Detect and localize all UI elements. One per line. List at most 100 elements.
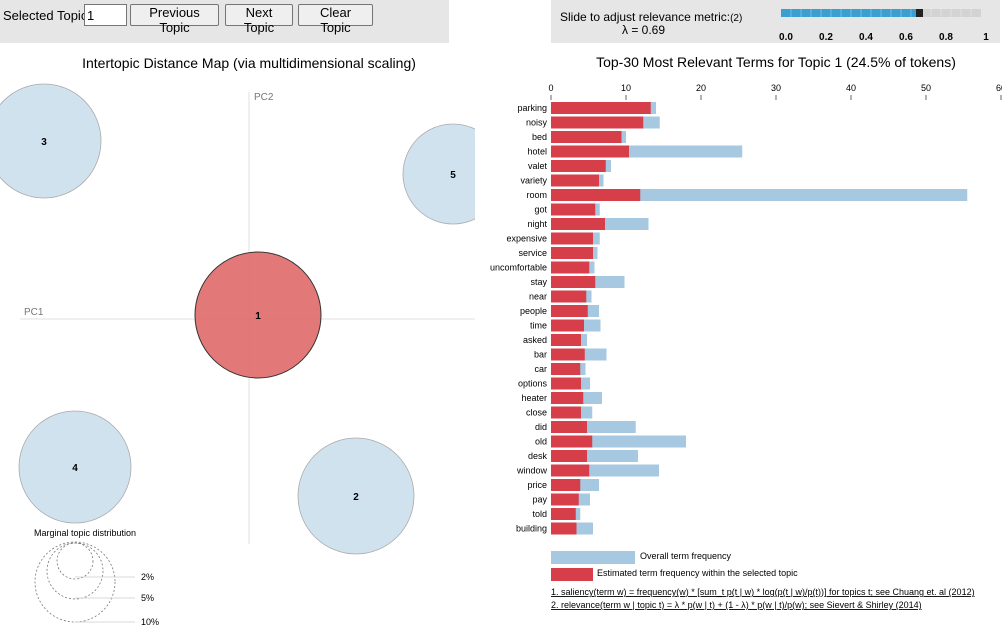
legend-circle-2pct (56, 542, 94, 580)
bar-overall-room[interactable] (551, 189, 968, 201)
term-label-service[interactable]: service (518, 248, 547, 258)
bar-topic-hotel[interactable] (551, 145, 629, 158)
term-label-car[interactable]: car (534, 364, 547, 374)
bar-topic-stay[interactable] (551, 276, 596, 288)
bar-topic-people[interactable] (551, 305, 588, 317)
bars (551, 102, 968, 535)
legend-label-overall: Overall term frequency (640, 551, 732, 561)
term-label-room[interactable]: room (526, 190, 547, 200)
term-label-heater[interactable]: heater (521, 393, 547, 403)
slider-tick-label: 0.6 (899, 32, 913, 43)
bar-topic-bed[interactable] (551, 131, 622, 143)
bar-topic-time[interactable] (551, 319, 584, 332)
term-label-noisy[interactable]: noisy (526, 118, 548, 128)
term-label-pay[interactable]: pay (532, 495, 547, 505)
previous-topic-button[interactable]: Previous Topic (130, 4, 219, 35)
saliency-footnote[interactable]: 1. saliency(term w) = frequency(w) * [su… (551, 587, 975, 597)
pc1-label: PC1 (24, 307, 44, 318)
bar-topic-variety[interactable] (551, 174, 599, 187)
lambda-value: λ = 0.69 (622, 23, 666, 37)
term-label-asked[interactable]: asked (523, 335, 547, 345)
bar-topic-night[interactable] (551, 218, 605, 230)
slider-tick-label: 0.4 (859, 32, 873, 43)
bar-topic-car[interactable] (551, 363, 581, 375)
term-label-price[interactable]: price (527, 480, 547, 490)
term-label-window[interactable]: window (516, 466, 548, 476)
term-label-time[interactable]: time (530, 321, 547, 331)
term-label-options[interactable]: options (518, 379, 548, 389)
bar-topic-options[interactable] (551, 377, 581, 390)
term-label-uncomfortable[interactable]: uncomfortable (490, 263, 547, 273)
bar-topic-desk[interactable] (551, 450, 587, 462)
legend-label-2pct: 2% (141, 572, 154, 582)
selected-topic-input[interactable] (84, 4, 127, 26)
legend-label-10pct: 10% (141, 617, 159, 627)
legend-swatch-overall (551, 551, 635, 564)
x-tick-label: 60 (996, 83, 1002, 93)
bar-topic-expensive[interactable] (551, 232, 593, 245)
relevance-footnote[interactable]: 2. relevance(term w | topic t) = λ * p(w… (551, 600, 922, 610)
topic-circle-3[interactable] (0, 83, 102, 199)
term-label-night[interactable]: night (527, 219, 547, 229)
bar-topic-old[interactable] (551, 435, 593, 448)
term-label-bed[interactable]: bed (532, 132, 547, 142)
slider-tick-label: 0.0 (779, 32, 793, 43)
term-label-desk[interactable]: desk (528, 451, 548, 461)
topic-circle-1[interactable] (194, 251, 322, 379)
legend-circle-5pct (46, 542, 104, 600)
bar-topic-did[interactable] (551, 421, 587, 433)
topic-label-5: 5 (450, 170, 456, 181)
term-label-parking[interactable]: parking (517, 103, 547, 113)
bar-topic-got[interactable] (551, 203, 596, 216)
bar-topic-close[interactable] (551, 406, 581, 419)
slider-tick-labels: 0.0 0.2 0.4 0.6 0.8 1 (779, 32, 989, 43)
legend-circle-10pct (34, 541, 116, 623)
clear-topic-button[interactable]: Clear Topic (298, 4, 373, 35)
term-label-expensive[interactable]: expensive (506, 234, 547, 244)
term-label-close[interactable]: close (526, 408, 547, 418)
bar-topic-heater[interactable] (551, 392, 584, 404)
term-label-stay[interactable]: stay (530, 277, 547, 287)
term-label-did[interactable]: did (535, 422, 547, 432)
next-topic-button[interactable]: Next Topic (225, 4, 293, 35)
term-label-bar[interactable]: bar (534, 350, 547, 360)
slider-ticklines (790, 9, 972, 17)
bar-topic-window[interactable] (551, 464, 590, 477)
legend-label-5pct: 5% (141, 593, 154, 603)
bar-topic-noisy[interactable] (551, 116, 644, 129)
bar-topic-parking[interactable] (551, 102, 651, 114)
selected-topic-label: Selected Topic: (3, 8, 91, 23)
slider-handle[interactable] (916, 9, 923, 17)
bar-topic-room[interactable] (551, 189, 641, 201)
topic-circle-4[interactable] (18, 410, 132, 524)
bar-topic-valet[interactable] (551, 160, 606, 172)
term-label-people[interactable]: people (520, 306, 547, 316)
bar-topic-bar[interactable] (551, 348, 585, 361)
term-label-told[interactable]: told (532, 509, 547, 519)
x-tick-label: 50 (921, 83, 931, 93)
topic-label-3: 3 (41, 137, 47, 148)
bar-topic-near[interactable] (551, 290, 587, 303)
bar-topic-asked[interactable] (551, 334, 581, 346)
topic-circle-2[interactable] (297, 437, 415, 555)
topic-circle-5[interactable] (402, 123, 475, 225)
bar-topic-price[interactable] (551, 479, 581, 491)
x-tick-label: 0 (548, 83, 553, 93)
bar-topic-building[interactable] (551, 522, 577, 535)
term-label-valet[interactable]: valet (528, 161, 548, 171)
bar-topic-service[interactable] (551, 247, 593, 259)
term-label-variety[interactable]: variety (520, 176, 547, 186)
slider-label: Slide to adjust relevance metric:(2) (560, 10, 742, 24)
topic-label-4: 4 (72, 463, 78, 474)
term-label-old[interactable]: old (535, 437, 547, 447)
bar-topic-pay[interactable] (551, 493, 579, 506)
x-axis: 0 10 20 30 40 50 60 (548, 83, 1002, 100)
term-label-hotel[interactable]: hotel (527, 147, 547, 157)
relevance-slider[interactable]: 0.0 0.2 0.4 0.6 0.8 1 (551, 0, 1000, 43)
term-label-near[interactable]: near (529, 292, 547, 302)
bar-topic-told[interactable] (551, 508, 576, 520)
term-label-building[interactable]: building (516, 524, 547, 534)
bar-topic-uncomfortable[interactable] (551, 261, 590, 274)
term-label-got[interactable]: got (534, 205, 547, 215)
slider-footnote: (2) (730, 13, 743, 24)
